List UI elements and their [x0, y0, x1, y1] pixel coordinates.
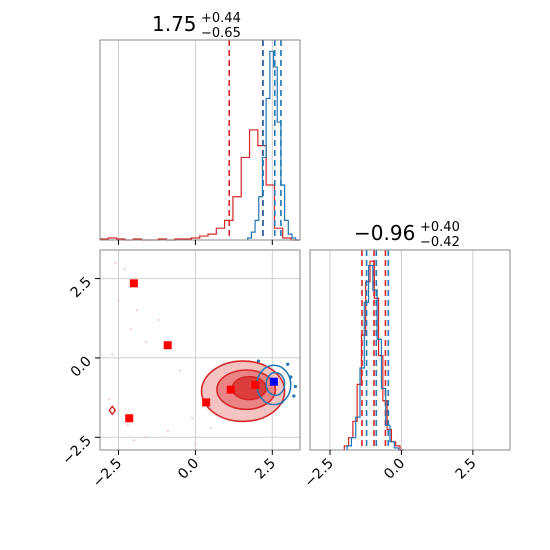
- joint-scatter-red-12: [194, 442, 197, 445]
- joint-scatter-red-8: [144, 436, 148, 439]
- titles-layer: 1.75 +0.44 −0.65 −0.96 +0.40 −0.42: [152, 11, 460, 250]
- joint-scatter-red-6: [178, 369, 182, 372]
- panel1-frame: [99, 39, 301, 241]
- panel1-group: [99, 39, 301, 245]
- panel2-xtick-label-2: 2.5: [453, 456, 480, 483]
- joint-red-outlier-0: [108, 405, 117, 416]
- joint-scatter-blue-7: [293, 384, 297, 389]
- panel1-title-minus: −0.65: [201, 26, 241, 41]
- panel2-bg: [310, 250, 510, 450]
- panel2-xtick-label-0: −2.5: [301, 456, 336, 491]
- joint-scatter-red-13: [209, 426, 212, 429]
- panel1-hist-series-1: [247, 50, 300, 241]
- joint-scatter-red-1: [123, 267, 126, 271]
- joint-scatter-red-10: [126, 423, 129, 426]
- joint-scatter-red-2: [135, 309, 139, 312]
- panel2-hist-series-1: [346, 264, 403, 451]
- joint-xtick-label-0: −2.5: [90, 456, 125, 491]
- panel2-title-plus: +0.40: [420, 220, 460, 235]
- joint-blue-marker: [269, 377, 278, 386]
- joint-plot-area: [108, 261, 297, 445]
- joint-scatter-red-7: [108, 398, 111, 401]
- joint-scatter-blue-4: [286, 362, 290, 366]
- joint-red-marker-4: [251, 380, 260, 389]
- panel2-group: [309, 249, 511, 455]
- panel1-title-plus: +0.44: [201, 11, 241, 26]
- panel2-frame: [309, 249, 511, 451]
- joint-frame: [99, 249, 301, 451]
- joint-xtick-label-2: 2.5: [252, 456, 279, 483]
- joint-scatter-blue-2: [292, 394, 296, 398]
- joint-ytick-label-1: 0.0: [68, 353, 95, 380]
- joint-ytick-label-2: 2.5: [68, 274, 95, 301]
- panel2-xtick-label-1: 0.0: [381, 456, 408, 483]
- joint-red-marker-1: [163, 341, 172, 350]
- joint-scatter-red-16: [117, 299, 120, 302]
- joint-scatter-red-15: [144, 340, 148, 344]
- panel2-title-minus: −0.42: [420, 235, 460, 250]
- joint-red-marker-3: [226, 385, 235, 394]
- joint-scatter-red-14: [191, 417, 194, 420]
- joint-scatter-red-0: [114, 261, 117, 264]
- panel1-title-value: 1.75: [152, 12, 197, 36]
- joint-scatter-red-5: [111, 353, 114, 356]
- joint-red-marker-0: [129, 279, 138, 288]
- joint-blue-contour-inner: [265, 371, 286, 397]
- joint-scatter-red-11: [132, 439, 136, 442]
- panel2-title-value: −0.96: [354, 221, 415, 245]
- joint-panel-group: −2.5 0.0 2.5 −2.5 0.0 2.5: [59, 249, 301, 491]
- joint-scatter-red-9: [166, 429, 169, 433]
- joint-xtick-label-1: 0.0: [175, 456, 202, 483]
- joint-red-contour-inner: [231, 375, 267, 401]
- joint-red-marker-2: [202, 398, 211, 407]
- joint-scatter-red-4: [157, 318, 160, 322]
- joint-red-marker-5: [125, 414, 134, 423]
- joint-ytick-label-0: −2.5: [59, 433, 94, 468]
- joint-scatter-red-3: [129, 328, 132, 331]
- joint-scatter-blue-0: [256, 359, 261, 363]
